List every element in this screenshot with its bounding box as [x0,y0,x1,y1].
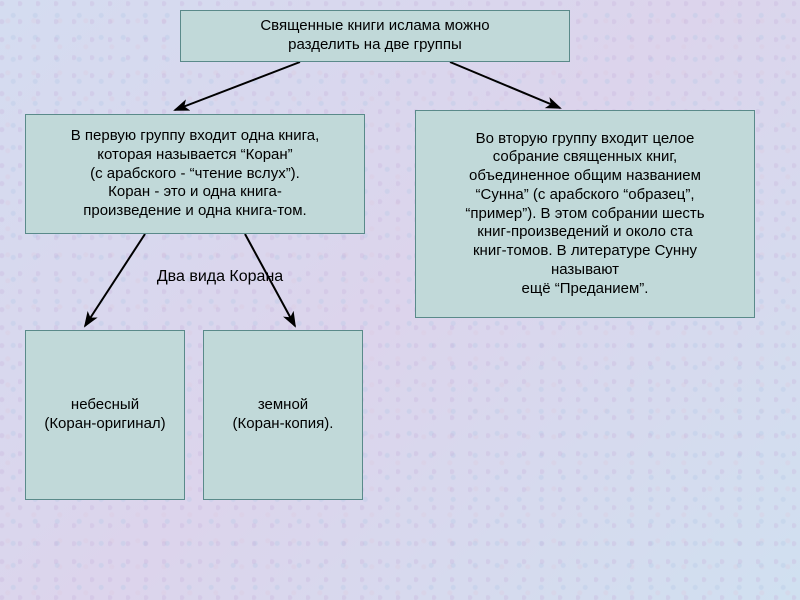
earthly-box: земной(Коран-копия). [203,330,363,500]
two-types-label: Два вида Корана [130,268,310,286]
root-text: Священные книги ислама можноразделить на… [260,17,489,55]
heavenly-text: небесный(Коран-оригинал) [44,396,165,434]
two-types-text: Два вида Корана [157,268,283,285]
earthly-text: земной(Коран-копия). [233,396,334,434]
group2-box: Во вторую группу входит целоесобрание св… [415,110,755,318]
group1-text: В первую группу входит одна книга,котора… [71,127,320,221]
root-box: Священные книги ислама можноразделить на… [180,10,570,62]
heavenly-box: небесный(Коран-оригинал) [25,330,185,500]
group1-box: В первую группу входит одна книга,котора… [25,114,365,234]
group2-text: Во вторую группу входит целоесобрание св… [465,130,704,299]
